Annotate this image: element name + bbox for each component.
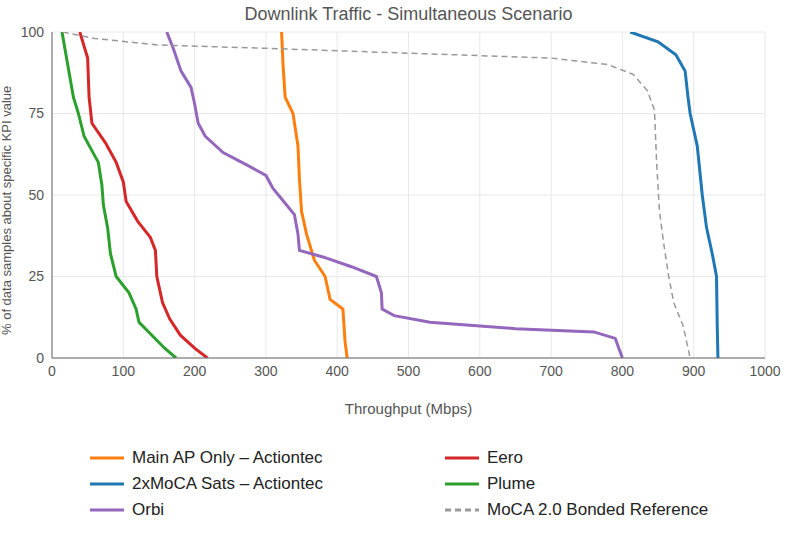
svg-text:700: 700 <box>539 363 563 379</box>
html-text:MoCA 2.0 Bonded Reference: MoCA 2.0 Bonded Reference <box>487 500 709 519</box>
svg-text:500: 500 <box>397 363 421 379</box>
svg-text:900: 900 <box>682 363 706 379</box>
html-text:Plume: Plume <box>487 474 536 493</box>
svg-text:0: 0 <box>48 363 56 379</box>
svg-text:1000: 1000 <box>749 363 780 379</box>
svg-text:25: 25 <box>28 268 44 284</box>
html-text:Eero: Eero <box>487 448 523 467</box>
svg-text:400: 400 <box>326 363 350 379</box>
svg-text:800: 800 <box>611 363 635 379</box>
svg-text:100: 100 <box>112 363 136 379</box>
svg-text:% of data samples about specif: % of data samples about specific KPI val… <box>8 86 14 335</box>
svg-text:75: 75 <box>28 105 44 121</box>
svg-text:0: 0 <box>36 350 44 366</box>
svg-text:Throughput (Mbps): Throughput (Mbps) <box>345 400 473 417</box>
svg-text:300: 300 <box>254 363 278 379</box>
svg-text:600: 600 <box>468 363 492 379</box>
svg-text:50: 50 <box>28 187 44 203</box>
svg-text:100: 100 <box>21 24 45 40</box>
html-text:Orbi: Orbi <box>132 500 165 519</box>
svg-text:200: 200 <box>183 363 207 379</box>
html-text:Downlink Traffic - Simultaneou: Downlink Traffic - Simultaneous Scenario <box>244 4 573 24</box>
html-text:2xMoCA Sats – Actiontec: 2xMoCA Sats – Actiontec <box>132 474 323 493</box>
html-text:Main AP Only – Actiontec: Main AP Only – Actiontec <box>132 448 323 467</box>
